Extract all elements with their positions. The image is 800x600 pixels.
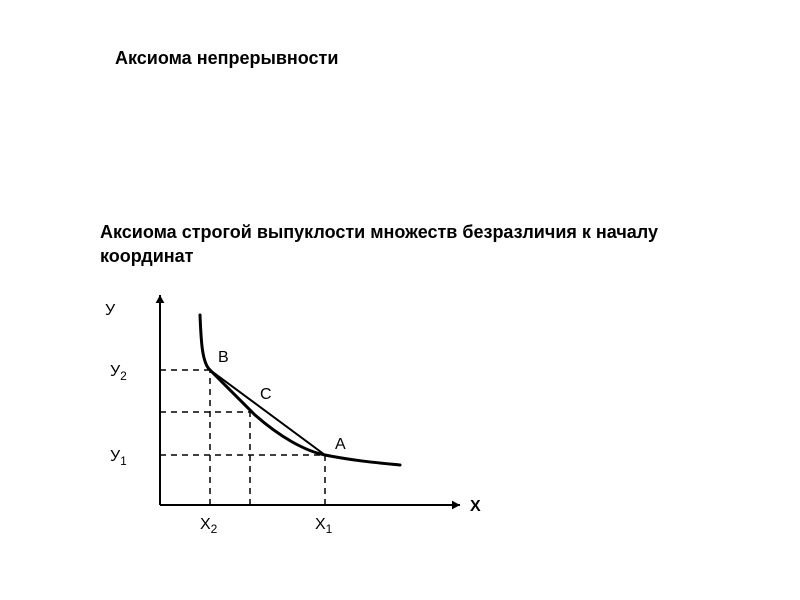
svg-text:C: C <box>260 386 272 403</box>
convexity-diagram: У Х У2 У1 Х2 Х1 B C A <box>100 285 520 550</box>
svg-text:У: У <box>105 302 116 319</box>
svg-text:Х2: Х2 <box>200 516 218 536</box>
svg-text:A: A <box>335 436 346 453</box>
svg-text:У1: У1 <box>110 448 127 468</box>
diagram-svg: У Х У2 У1 Х2 Х1 B C A <box>100 285 520 545</box>
page-title: Аксиома непрерывности <box>115 48 338 69</box>
svg-text:Х1: Х1 <box>315 516 333 536</box>
svg-text:Х: Х <box>470 498 481 515</box>
svg-text:У2: У2 <box>110 363 127 383</box>
svg-text:B: B <box>218 349 229 366</box>
page-subtitle: Аксиома строгой выпуклости множеств безр… <box>100 220 660 269</box>
